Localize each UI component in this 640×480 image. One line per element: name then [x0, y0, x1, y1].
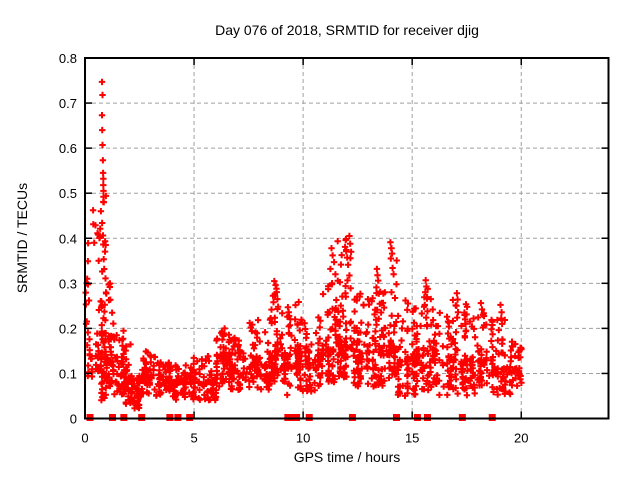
svg-text:5: 5	[190, 431, 197, 446]
chart-title: Day 076 of 2018, SRMTID for receiver dji…	[215, 22, 479, 38]
svg-text:0.2: 0.2	[59, 321, 77, 336]
svg-text:20: 20	[514, 431, 528, 446]
x-axis-title: GPS time / hours	[293, 449, 401, 465]
svg-text:0.5: 0.5	[59, 186, 77, 201]
svg-text:0.8: 0.8	[59, 51, 77, 66]
svg-text:10: 10	[296, 431, 310, 446]
svg-text:0.4: 0.4	[59, 231, 77, 246]
scatter-points	[82, 78, 525, 412]
svg-text:0.6: 0.6	[59, 141, 77, 156]
svg-text:15: 15	[405, 431, 419, 446]
axis-tick-labels: 0 5 10 15 20 0 0.1 0.2 0.3 0.4 0.5 0.6 0.7 0.8	[59, 51, 529, 446]
axis-ticks	[84, 57, 609, 420]
svg-text:0.7: 0.7	[59, 96, 77, 111]
svg-text:0: 0	[70, 412, 77, 427]
svg-text:0: 0	[81, 431, 88, 446]
svg-text:0.1: 0.1	[59, 366, 77, 381]
svg-text:0.3: 0.3	[59, 276, 77, 291]
